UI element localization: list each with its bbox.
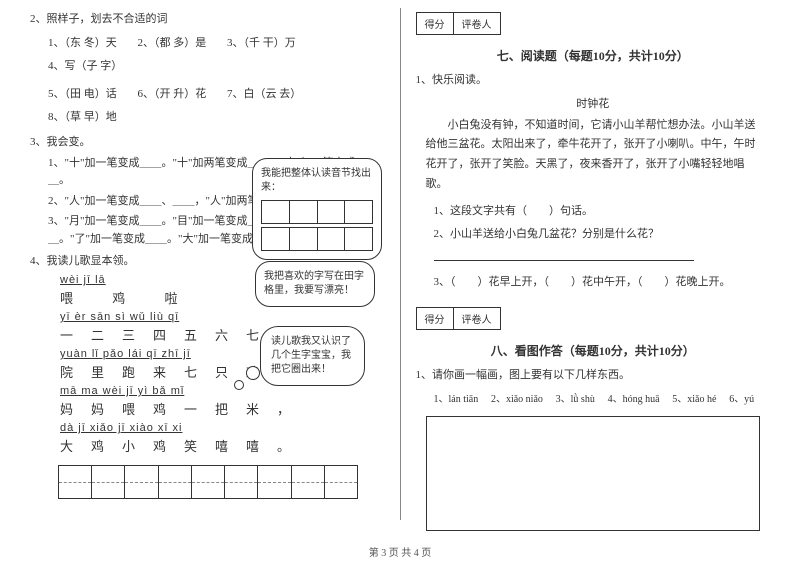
bubble1-text: 我能把整体认读音节找出来： — [261, 168, 371, 193]
q2-item: 1、（东 冬）天 — [48, 35, 117, 53]
q2-item: 5、（田 电）话 — [48, 86, 117, 104]
q3-title: 3、我会变。 — [30, 134, 385, 152]
speech-bubble-1: 我能把整体认读音节找出来： — [252, 158, 382, 260]
bubble2-text: 我把喜欢的字写在田字格里，我要写漂亮！ — [264, 271, 364, 296]
score-box-7: 得分 评卷人 — [416, 12, 501, 35]
q2-item: 3、（千 干）万 — [227, 35, 296, 53]
score-label: 得分 — [417, 13, 454, 34]
page-footer: 第 3 页 共 4 页 — [0, 544, 800, 559]
q2-item: 2、（都 多）是 — [138, 35, 207, 53]
q2-item: 4、写（子 字） — [48, 58, 122, 76]
column-divider — [400, 8, 401, 520]
hanzi-row: 妈妈喂鸡一把米， — [60, 399, 385, 418]
pinyin-word: 5、xiǎo hé — [672, 394, 716, 405]
pinyin-row: dà jī xiǎo jī xiào xī xi — [60, 422, 385, 434]
pinyin-word: 3、lǜ shù — [556, 394, 595, 405]
grader-label: 评卷人 — [454, 308, 500, 329]
pinyin-word: 4、hóng huā — [608, 394, 660, 405]
reading-sub1: 1、这段文字共有（ ）句话。 — [416, 203, 771, 221]
drawing-instruction: 1、请你画一幅画，图上要有以下几样东西。 — [416, 367, 771, 385]
reading-sub2: 2、小山羊送给小白兔几盆花？分别是什么花？ — [416, 226, 771, 244]
reading-q-title: 1、快乐阅读。 — [416, 72, 771, 90]
writing-grid[interactable] — [58, 465, 358, 499]
story-title: 时钟花 — [416, 95, 771, 111]
pinyin-row: yī èr sān sì wǔ liù qī — [60, 311, 385, 323]
q2-item: 6、（开 升）花 — [138, 86, 207, 104]
score-label: 得分 — [417, 308, 454, 329]
section-7-title: 七、阅读题（每题10分，共计10分） — [416, 47, 771, 64]
grader-label: 评卷人 — [454, 13, 500, 34]
pinyin-word: 6、yú — [729, 394, 754, 405]
pinyin-word: 1、lán tiān — [434, 394, 479, 405]
answer-line[interactable] — [434, 260, 694, 261]
thought-bubble: 读儿歌我又认识了几个生字宝宝，我把它圈出来！ — [260, 326, 365, 386]
speech-bubble-2: 我把喜欢的字写在田字格里，我要写漂亮！ — [255, 261, 375, 307]
drawing-box[interactable] — [426, 416, 761, 531]
bubble3-text: 读儿歌我又认识了几个生字宝宝，我把它圈出来！ — [271, 336, 351, 375]
score-box-8: 得分 评卷人 — [416, 307, 501, 330]
q2-item: 8、（草 早）地 — [48, 109, 117, 127]
pinyin-row: mā ma wèi jī yì bǎ mǐ — [60, 385, 385, 397]
hanzi-row: 大鸡小鸡笑嘻嘻。 — [60, 436, 385, 455]
q2-title: 2、照样子，划去不合适的词 — [30, 11, 385, 29]
story-text: 小白兔没有钟，不知道时间，它请小山羊帮忙想办法。小山羊送给他三盆花。太阳出来了，… — [416, 116, 771, 195]
pinyin-word: 2、xiǎo niǎo — [491, 394, 543, 405]
section-8-title: 八、看图作答（每题10分，共计10分） — [416, 342, 771, 359]
reading-sub3: 3、（ ）花早上开，（ ）花中午开，（ ）花晚上开。 — [416, 274, 771, 292]
q2-item: 7、白（云 去） — [227, 86, 301, 104]
